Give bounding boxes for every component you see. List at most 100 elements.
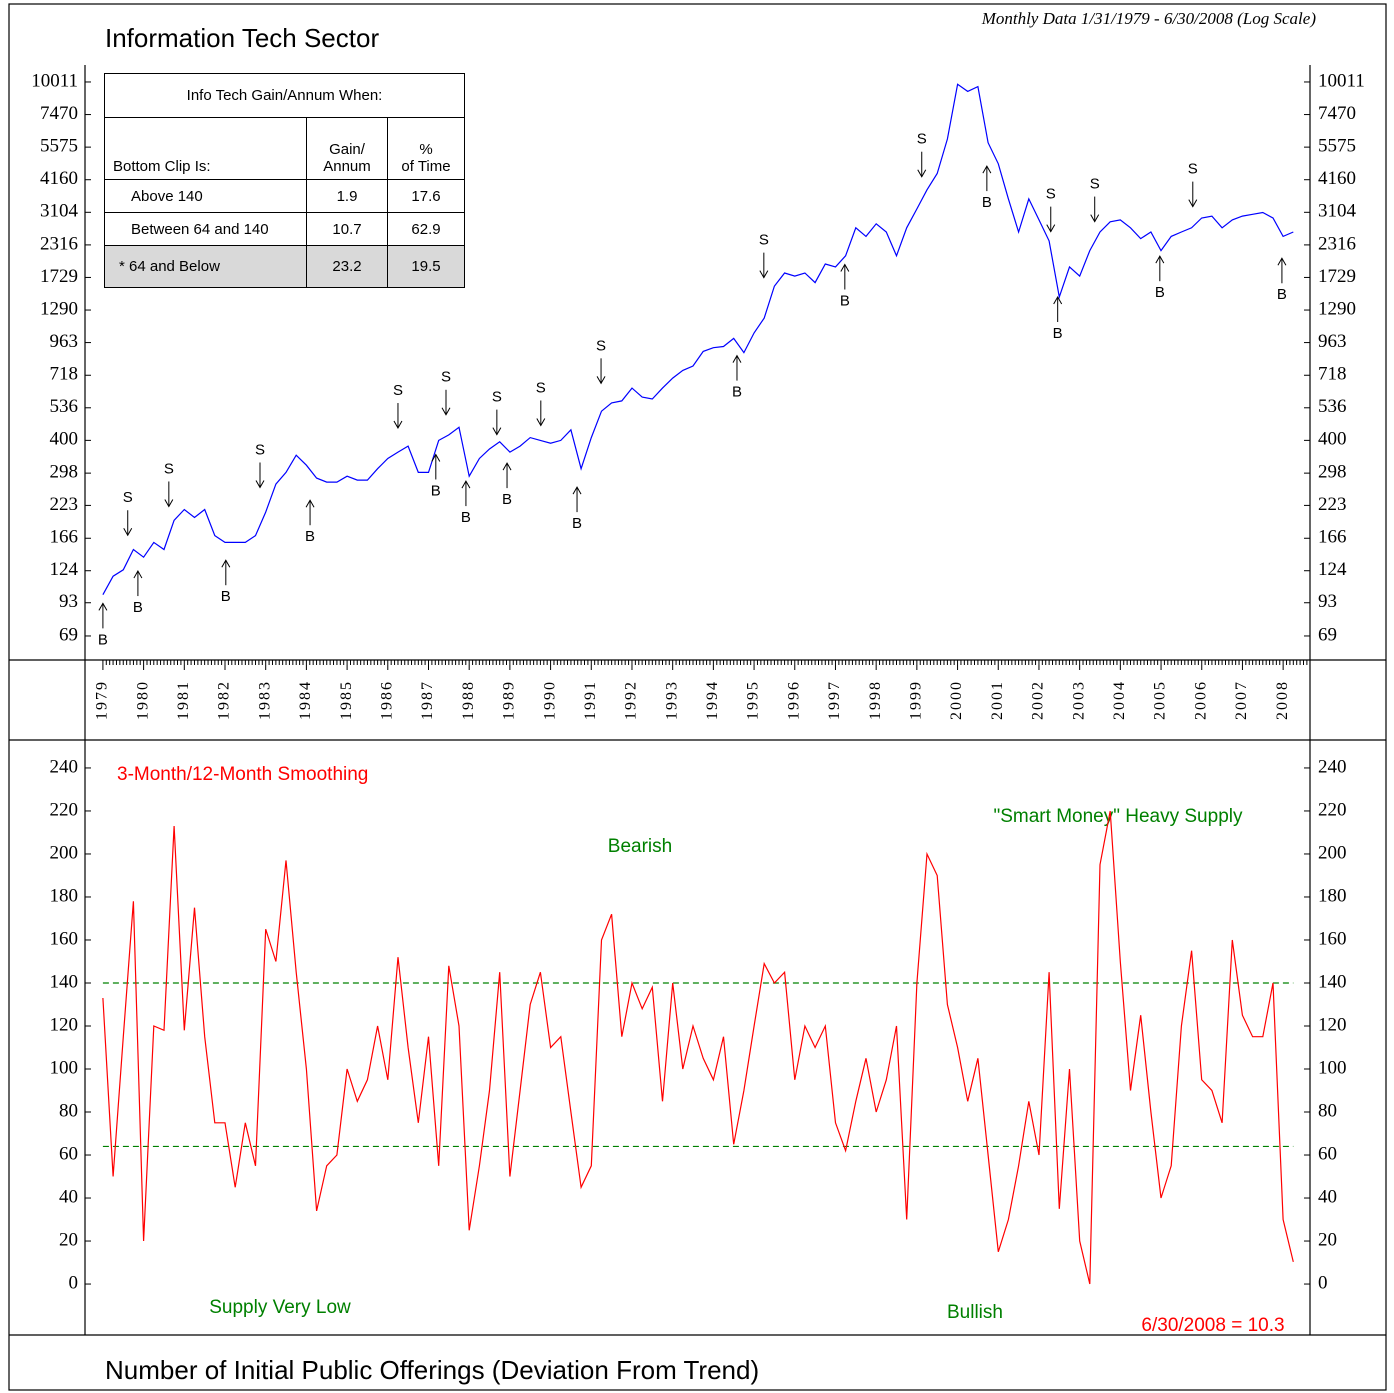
x-tick-label: 1984	[297, 680, 314, 720]
arrow-head	[441, 407, 451, 416]
arrow-head	[536, 418, 546, 427]
y-tick-label: 1290	[40, 298, 78, 319]
y-tick-label: 223	[50, 494, 79, 515]
table-cell: 23.2	[306, 245, 388, 288]
y-tick-label: 2316	[40, 233, 78, 254]
y-tick-label: 60	[1318, 1143, 1337, 1164]
annotation: 6/30/2008 = 10.3	[1141, 1315, 1284, 1336]
arrow-head	[164, 499, 174, 508]
y-tick-label: 20	[1318, 1229, 1337, 1250]
y-tick-label: 400	[50, 429, 79, 450]
y-tick-label: 124	[1318, 559, 1347, 580]
y-tick-label: 963	[50, 331, 79, 352]
x-tick-label: 2004	[1111, 680, 1128, 720]
y-tick-label: 220	[1318, 799, 1347, 820]
table-cell: 17.6	[387, 179, 465, 213]
x-tick-label: 1992	[623, 680, 640, 720]
annotation: Bearish	[608, 836, 672, 857]
signal-label: B	[133, 599, 143, 616]
x-tick-label: 2007	[1233, 680, 1250, 720]
frame	[8, 3, 1387, 1391]
inset-table: Info Tech Gain/Annum When: Bottom Clip Is…	[104, 73, 465, 288]
x-tick-label: 2005	[1152, 680, 1169, 720]
header-line: Gain/	[329, 141, 365, 158]
y-tick-label: 536	[50, 396, 79, 417]
signal-label: S	[1188, 161, 1198, 178]
x-tick-label: 2002	[1030, 680, 1047, 720]
arrow-head	[502, 462, 512, 471]
y-tick-label: 10011	[1318, 70, 1365, 91]
y-tick-label: 166	[50, 527, 79, 548]
x-tick-label: 1982	[216, 680, 233, 720]
y-tick-label: 400	[1318, 429, 1347, 450]
signal-label: B	[431, 482, 441, 499]
signal-label: S	[441, 369, 451, 386]
x-tick-label: 2000	[948, 680, 965, 720]
y-tick-label: 0	[69, 1272, 79, 1293]
y-tick-label: 718	[50, 364, 79, 385]
y-tick-label: 93	[59, 591, 78, 612]
signal-label: S	[255, 441, 265, 458]
arrow-head	[393, 420, 403, 430]
arrow-head	[492, 427, 502, 436]
signal-label: B	[461, 509, 471, 526]
signal-label: B	[982, 194, 992, 211]
arrow-head	[431, 453, 441, 462]
signal-label: S	[1046, 186, 1056, 203]
y-tick-label: 7470	[40, 103, 78, 124]
signal-label: S	[393, 382, 403, 399]
table-cell: * 64 and Below	[104, 245, 307, 288]
y-tick-label: 1729	[1318, 266, 1356, 287]
chart-title: Information Tech Sector	[105, 23, 379, 53]
y-tick-label: 140	[50, 971, 79, 992]
signal-label: B	[732, 384, 742, 401]
table-header-row: Bottom Clip Is: Gain/Annum% of Time	[104, 117, 465, 180]
y-tick-label: 240	[1318, 756, 1347, 777]
y-tick-label: 200	[1318, 842, 1347, 863]
y-tick-label: 7470	[1318, 103, 1356, 124]
x-tick-label: 1995	[745, 680, 762, 720]
arrow-head	[1053, 295, 1063, 305]
signal-label: S	[917, 131, 927, 148]
table-cell: 62.9	[387, 212, 465, 246]
header-line: Annum	[323, 158, 371, 175]
arrow-head	[123, 528, 133, 537]
y-tick-label: 4160	[40, 168, 78, 189]
x-tick-label: 2006	[1192, 680, 1209, 720]
y-tick-label: 160	[1318, 928, 1347, 949]
y-tick-label: 69	[1318, 624, 1337, 645]
header-line: %	[419, 141, 433, 158]
table-header: Bottom Clip Is:	[104, 117, 307, 180]
y-tick-label: 80	[1318, 1100, 1337, 1121]
table-row: * 64 and Below 23.2 19.5	[104, 245, 465, 288]
arrow-head	[461, 480, 471, 489]
y-tick-label: 80	[59, 1100, 78, 1121]
signal-label: B	[572, 515, 582, 532]
table-cell: 1.9	[306, 179, 388, 213]
y-tick-label: 160	[50, 928, 79, 949]
y-tick-label: 180	[1318, 885, 1347, 906]
x-tick-label: 1993	[663, 680, 680, 720]
y-tick-label: 223	[1318, 494, 1347, 515]
arrow-head	[305, 499, 315, 508]
y-tick-label: 180	[50, 885, 79, 906]
arrow-head	[840, 263, 850, 272]
y-tick-label: 124	[50, 559, 79, 580]
arrow-head	[133, 570, 143, 579]
annotation: Supply Very Low	[209, 1297, 351, 1318]
y-tick-label: 4160	[1318, 168, 1356, 189]
table-row: Above 140 1.9 17.6	[104, 179, 465, 213]
y-tick-label: 5575	[40, 135, 78, 156]
x-tick-label: 1981	[175, 680, 192, 720]
y-tick-label: 200	[50, 842, 79, 863]
chart-subtitle: 3-Month/12-Month Smoothing	[117, 764, 368, 785]
arrow-head	[1155, 255, 1165, 264]
signal-label: S	[759, 232, 769, 249]
y-tick-label: 60	[59, 1143, 78, 1164]
signal-label: S	[596, 337, 606, 354]
y-tick-label: 140	[1318, 971, 1347, 992]
table-cell: 19.5	[387, 245, 465, 288]
y-tick-label: 93	[1318, 591, 1337, 612]
signal-label: B	[1277, 286, 1287, 303]
